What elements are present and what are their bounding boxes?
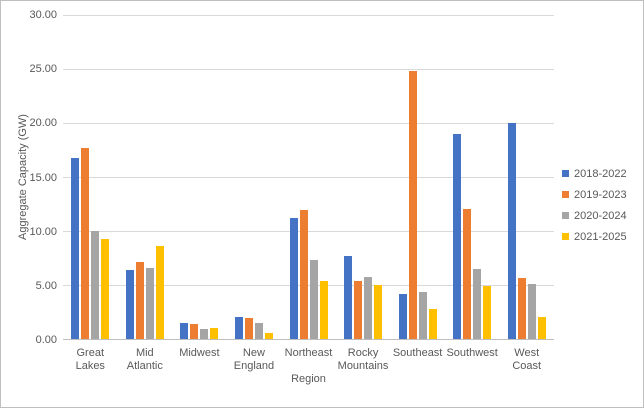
y-axis-title: Aggregate Capacity (GW) (17, 114, 29, 240)
legend-marker (562, 170, 569, 177)
gridline (63, 14, 554, 16)
bar (81, 148, 90, 339)
bar (155, 245, 164, 339)
legend-label: 2019-2023 (574, 188, 627, 201)
legend-label: 2018-2022 (574, 167, 627, 180)
y-tick-label: 25.00 (29, 63, 57, 76)
gridline (63, 285, 554, 287)
bar (234, 317, 243, 339)
bar-group (71, 148, 110, 339)
x-tick-label: Northeast (284, 347, 333, 359)
bar-group (398, 71, 437, 339)
legend: 2018-2022 2019-2023 2020-2024 2021-2025 (562, 163, 627, 247)
bar (244, 318, 253, 339)
bar (145, 267, 154, 339)
bar (135, 262, 144, 339)
gridline (63, 177, 554, 178)
bar (398, 293, 407, 339)
bar (200, 329, 209, 339)
bar (428, 308, 437, 339)
bar (254, 322, 263, 339)
legend-label: 2021-2025 (574, 230, 627, 243)
y-tick-label: 5.00 (35, 279, 57, 292)
bar (309, 259, 318, 339)
bar (527, 283, 536, 339)
y-tick-label: 10.00 (29, 225, 57, 238)
gridline (63, 68, 554, 70)
bar (91, 230, 100, 339)
bar-group (507, 123, 546, 339)
bar (537, 317, 546, 339)
bar-group (453, 134, 492, 339)
x-axis-line (63, 339, 554, 340)
bar (101, 239, 110, 339)
x-tick-label: West Coast (512, 347, 542, 372)
legend-marker (562, 212, 569, 219)
bar-group (344, 255, 383, 339)
plot-area (63, 14, 554, 340)
bar (408, 71, 417, 339)
bar (453, 134, 462, 339)
legend-marker (562, 191, 569, 198)
legend-item: 2018-2022 (562, 163, 627, 184)
y-tick-label: 15.00 (29, 171, 57, 184)
bar (517, 278, 526, 339)
bar-group (234, 317, 273, 339)
legend-label: 2020-2024 (574, 209, 627, 222)
bar (354, 280, 363, 339)
x-tick-label: Great Lakes (75, 347, 105, 372)
bar (190, 323, 199, 339)
x-tick-label: New England (233, 347, 275, 372)
gridline (63, 231, 554, 233)
bar (71, 158, 80, 339)
bar (463, 209, 472, 339)
x-tick-label: Rocky Mountains (337, 347, 389, 372)
bar (418, 292, 427, 339)
legend-item: 2020-2024 (562, 205, 627, 226)
bar (483, 285, 492, 339)
bar (210, 328, 219, 339)
legend-marker (562, 233, 569, 240)
bar (299, 210, 308, 339)
bar-group (125, 245, 164, 339)
x-tick-label: Southeast (392, 347, 443, 359)
x-tick-label: Midwest (179, 347, 220, 359)
x-axis-title: Region (291, 373, 326, 385)
bar-group (289, 210, 328, 339)
bar (125, 269, 134, 339)
gridline (63, 122, 554, 124)
x-tick-label: Mid Atlantic (126, 347, 163, 372)
bar (507, 123, 516, 339)
bar (319, 280, 328, 339)
bar (374, 284, 383, 339)
legend-item: 2019-2023 (562, 184, 627, 205)
y-tick-label: 20.00 (29, 117, 57, 130)
bar (180, 322, 189, 339)
x-tick-label: Southwest (446, 347, 498, 359)
bar (364, 277, 373, 339)
legend-item: 2021-2025 (562, 226, 627, 247)
bar (473, 268, 482, 339)
bar (344, 255, 353, 339)
bar (289, 217, 298, 339)
y-tick-label: 30.00 (29, 9, 57, 21)
y-tick-label: 0.00 (35, 334, 57, 346)
bar (264, 332, 273, 339)
bar-group (180, 322, 219, 339)
